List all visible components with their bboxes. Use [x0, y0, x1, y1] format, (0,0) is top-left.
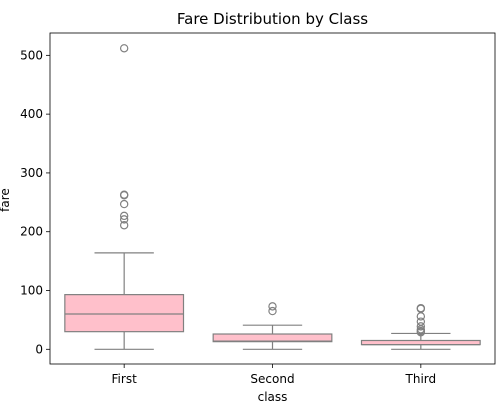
- outlier-point: [119, 199, 129, 209]
- y-tick-label: 100: [20, 284, 43, 298]
- y-tick-label: 0: [35, 342, 43, 356]
- x-axis-label: class: [258, 390, 288, 404]
- y-tick-label: 500: [20, 48, 43, 62]
- y-tick-label: 400: [20, 107, 43, 121]
- outlier-point: [416, 322, 426, 331]
- outlier-point: [119, 44, 129, 53]
- y-tick-label: 300: [20, 166, 43, 180]
- x-tick-label: Third: [405, 372, 437, 386]
- y-axis-label: fare: [0, 188, 12, 212]
- outlier-point: [119, 221, 129, 230]
- box-iqr: [64, 294, 185, 333]
- outlier-point: [119, 215, 129, 224]
- outlier-point: [416, 317, 426, 326]
- x-tick-label: First: [112, 372, 138, 386]
- chart-title: Fare Distribution by Class: [177, 10, 368, 28]
- outlier-point: [268, 306, 277, 316]
- outlier-point: [416, 303, 426, 313]
- y-tick-label: 200: [20, 225, 43, 239]
- outlier-point: [416, 312, 426, 321]
- plot-area: 0 100 200 300 400 500 First Second Third: [20, 32, 496, 386]
- outlier-point: [119, 211, 129, 221]
- box-iqr: [360, 339, 481, 346]
- x-tick-label: Second: [250, 372, 294, 386]
- outlier-point: [268, 302, 277, 311]
- outlier-point: [119, 190, 129, 199]
